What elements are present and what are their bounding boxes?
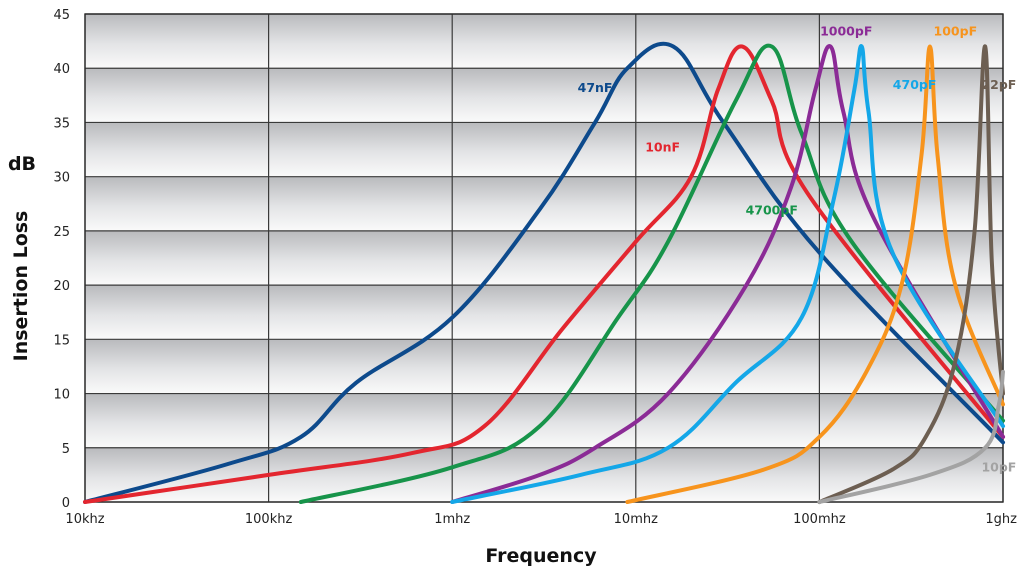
y-tick-label: 45 — [53, 8, 70, 23]
plot-band — [85, 285, 1003, 340]
series-label-4700pf: 4700pF — [746, 203, 798, 218]
series-line-4700pf — [298, 43, 1005, 504]
series-label-1000pf: 1000pF — [820, 24, 872, 39]
series-label-10nf: 10nF — [645, 140, 680, 155]
series-label-22pf: 22pF — [981, 77, 1016, 92]
y-tick-label: 40 — [53, 62, 70, 77]
series-label-47nf: 47nF — [578, 80, 613, 95]
x-tick-labels: 10khz 100khz 1mhz 10mhz 100mhz 1ghz — [65, 512, 1017, 527]
y-tick-label: 15 — [53, 333, 70, 348]
y-tick-label: 5 — [62, 442, 70, 457]
plot-band — [85, 122, 1003, 177]
y-tick-label: 10 — [53, 388, 70, 403]
series-label-100pf: 100pF — [934, 24, 978, 39]
series-line-10pf — [817, 369, 1005, 504]
series-label-10pf: 10pF — [981, 460, 1016, 475]
series-line-470pf — [450, 44, 1005, 504]
plot-band — [85, 339, 1003, 394]
series-line-47nf — [83, 41, 1005, 504]
series-line-1000pf — [450, 44, 1005, 504]
x-tick-label: 100mhz — [793, 512, 846, 527]
y-tick-labels: 0 5 10 15 20 25 30 35 40 45 — [53, 8, 70, 511]
y-tick-label: 30 — [53, 171, 70, 186]
series-labels: 47nF 10nF 4700pF 1000pF 470pF 100pF 22pF 10pF — [578, 24, 1017, 475]
x-tick-label: 1mhz — [434, 512, 470, 527]
series-line-10nf — [83, 44, 1005, 504]
x-tick-label: 1ghz — [985, 512, 1017, 527]
y-tick-label: 0 — [62, 496, 70, 511]
x-tick-label: 10khz — [65, 512, 104, 527]
y-tick-label: 25 — [53, 225, 70, 240]
plot-band — [85, 14, 1003, 69]
series-line-100pf — [625, 44, 1005, 504]
series-line-22pf — [817, 44, 1005, 504]
y-tick-label: 20 — [53, 279, 70, 294]
y-axis-title: Insertion Loss — [10, 211, 32, 362]
y-tick-label: 35 — [53, 116, 70, 131]
y-axis-unit: dB — [8, 153, 36, 175]
plot-border — [84, 13, 1004, 503]
series-label-470pf: 470pF — [893, 77, 937, 92]
x-tick-label: 10mhz — [614, 512, 658, 527]
x-tick-label: 100khz — [245, 512, 293, 527]
series-curves — [83, 41, 1005, 504]
x-axis-title: Frequency — [485, 545, 597, 567]
